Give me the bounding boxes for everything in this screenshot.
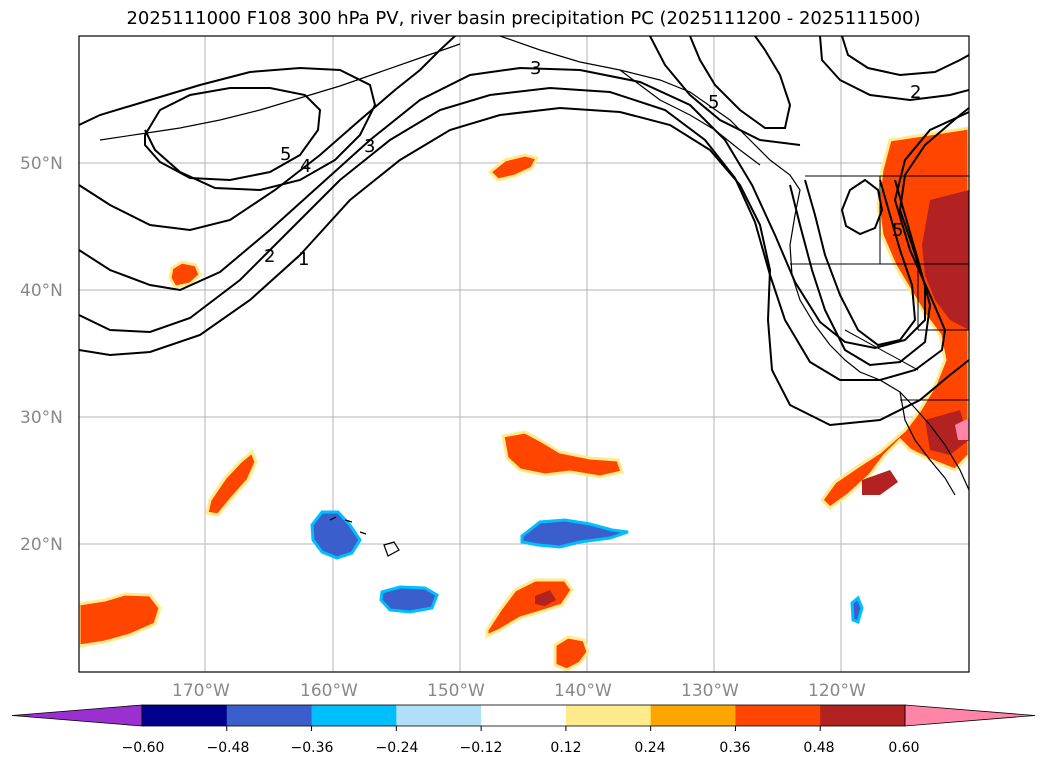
precip-negative-regions	[310, 510, 864, 625]
lon-label-150w: 150°W	[427, 681, 485, 701]
colorbar-extend-min	[11, 704, 143, 727]
border-california-nevada	[844, 329, 919, 371]
pv-contour-trough-inner	[804, 179, 917, 347]
precip-baja-max	[955, 418, 969, 440]
contour-label-4: 4	[300, 156, 311, 177]
precip-negative-hawaii	[310, 510, 362, 560]
pv-contour-trough-outer	[789, 179, 932, 367]
precip-blob-south-west	[79, 592, 162, 648]
colorbar-tick-label: 0.60	[888, 740, 919, 756]
colorbar-frame	[141, 704, 906, 727]
lon-label-120w: 120°W	[808, 681, 866, 701]
pv-contour-labels: 3 5 4 3 2 1 2 5 5	[264, 58, 921, 270]
precip-west-coast-core	[922, 190, 969, 330]
political-borders	[790, 175, 969, 401]
precip-negative-east	[850, 595, 864, 625]
precip-blob-hawaii-west	[205, 449, 258, 517]
contour-label-5-alaska: 5	[708, 92, 719, 113]
colorbar-tick-label: 0.24	[634, 740, 665, 756]
pv-contour-east-lobe	[840, 178, 884, 236]
colorbar-segment	[565, 705, 652, 726]
precip-blob-south	[553, 635, 590, 672]
colorbar-tick-label: 0.12	[550, 740, 581, 756]
aleutian-chain	[99, 43, 461, 141]
contour-label-1: 1	[298, 249, 309, 270]
precip-blob-south-central-core	[535, 590, 556, 606]
pv-contour-alaska-inner	[689, 36, 792, 129]
contour-label-3-top: 3	[530, 58, 541, 79]
chart-title: 2025111000 F108 300 hPa PV, river basin …	[126, 8, 921, 29]
precip-blob-west	[168, 260, 202, 289]
coastline-baja	[899, 391, 956, 496]
pv-contour-3	[79, 66, 969, 350]
pv-contour-northeast-2	[841, 36, 969, 77]
colorbar-segment	[820, 705, 906, 726]
longitude-labels: 170°W 160°W 150°W 140°W 130°W 120°W	[172, 681, 866, 701]
colorbar-segment	[481, 705, 567, 726]
pv-contours	[79, 36, 969, 427]
colorbar-segment	[142, 705, 228, 726]
colorbar-tick-label: −0.60	[122, 740, 165, 756]
hawaii-islands	[329, 516, 400, 557]
colorbar-tick-label: 0.48	[803, 740, 834, 756]
precip-baja-core	[925, 410, 969, 455]
map-background	[79, 36, 969, 672]
colorbar-segment	[311, 705, 397, 726]
precip-blob-central-north	[501, 430, 624, 479]
pv-contour-2	[79, 86, 969, 381]
pv-contour-alaska-outer	[649, 36, 801, 146]
colorbar-extend-max	[904, 704, 1036, 727]
colorbar-tick-label: −0.48	[207, 740, 250, 756]
colorbar	[11, 704, 1036, 731]
precip-subtropic-core	[862, 470, 898, 495]
lon-label-130w: 130°W	[681, 681, 739, 701]
latitude-labels: 50°N 40°N 30°N 20°N	[20, 154, 63, 555]
colorbar-tick-label: −0.12	[460, 740, 503, 756]
lat-label-40: 40°N	[20, 281, 63, 301]
colorbar-segment	[650, 705, 736, 726]
contour-label-2: 2	[264, 246, 275, 267]
lat-label-30: 30°N	[20, 408, 63, 428]
precip-positive-regions	[79, 126, 969, 672]
colorbar-tick-labels: −0.60 −0.48 −0.36 −0.24 −0.12 0.12 0.24 …	[122, 740, 920, 756]
precip-blob-north-pacific	[487, 153, 540, 182]
pv-contour-4	[79, 66, 377, 192]
colorbar-tick-label: −0.24	[376, 740, 419, 756]
contour-label-2-east: 2	[910, 82, 921, 103]
pv-contour-5	[144, 87, 322, 182]
lat-label-20: 20°N	[20, 535, 63, 555]
precip-negative-south-hawaii	[379, 585, 439, 614]
contour-label-5-east: 5	[892, 220, 903, 241]
lon-label-160w: 160°W	[300, 681, 358, 701]
colorbar-segment	[226, 705, 313, 726]
colorbar-segment	[735, 705, 821, 726]
precip-negative-central	[520, 518, 629, 549]
lon-label-140w: 140°W	[554, 681, 612, 701]
lat-label-50: 50°N	[20, 154, 63, 174]
lon-label-170w: 170°W	[172, 681, 230, 701]
pv-contour-northeast-1	[819, 36, 969, 102]
coastlines	[99, 36, 969, 557]
colorbar-tick-label: 0.36	[719, 740, 750, 756]
colorbar-tick-label: −0.36	[291, 740, 334, 756]
contour-label-5: 5	[280, 144, 291, 165]
coastline-north-america	[499, 36, 969, 491]
map-frame	[78, 35, 970, 673]
pv-contour-1	[79, 106, 969, 427]
colorbar-segment	[396, 705, 482, 726]
pv-contour-3b	[79, 36, 456, 232]
alaska-panhandle	[619, 69, 761, 166]
contour-label-3: 3	[364, 136, 375, 157]
